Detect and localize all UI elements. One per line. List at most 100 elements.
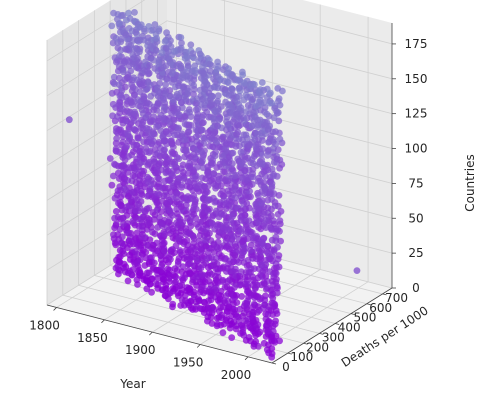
data-point [124, 177, 132, 184]
data-point [150, 56, 157, 64]
data-point [166, 176, 174, 184]
data-point [246, 141, 254, 149]
data-point [236, 84, 243, 91]
data-point [129, 217, 137, 225]
data-point [166, 92, 174, 100]
data-point [139, 110, 147, 117]
data-point [177, 203, 185, 211]
data-point [256, 89, 263, 97]
data-point [171, 279, 179, 287]
data-point [199, 157, 206, 165]
data-point [138, 130, 146, 137]
data-point [264, 166, 272, 174]
data-point [166, 87, 174, 94]
data-point [257, 225, 265, 233]
data-point [218, 314, 225, 322]
data-point [158, 236, 166, 244]
data-point [274, 146, 282, 154]
data-point [146, 100, 153, 108]
data-point [219, 329, 227, 337]
data-point [229, 177, 237, 185]
data-point [201, 86, 209, 93]
data-point [146, 219, 154, 227]
data-point [259, 160, 266, 168]
data-point [108, 22, 116, 30]
data-point [119, 68, 127, 76]
data-point [116, 92, 124, 100]
data-point [187, 164, 194, 171]
data-point [276, 135, 284, 143]
data-point [163, 200, 171, 208]
data-point [173, 167, 181, 175]
data-point [200, 203, 208, 211]
data-point [155, 60, 163, 67]
data-point [129, 240, 137, 248]
z-tick-label: 125 [405, 107, 428, 121]
data-point [258, 199, 266, 207]
y-tick-label: 200 [306, 340, 329, 354]
data-point [135, 24, 142, 31]
data-point [223, 221, 231, 229]
data-point [203, 108, 211, 116]
data-point [228, 85, 236, 92]
data-point [206, 60, 214, 68]
y-tick-label: 100 [290, 350, 313, 364]
data-point [222, 90, 230, 98]
data-point [209, 303, 216, 311]
z-tick-label: 75 [408, 176, 423, 190]
data-point [145, 260, 153, 268]
y-tick-mark [271, 362, 277, 365]
data-point [264, 327, 272, 335]
data-point [209, 213, 217, 220]
z-tick-label: 0 [412, 281, 420, 295]
y-tick-mark [319, 333, 324, 335]
data-point [243, 280, 251, 288]
data-point [262, 216, 270, 224]
data-point [180, 175, 188, 183]
data-point [244, 315, 252, 323]
data-point [210, 115, 217, 123]
data-point [229, 305, 237, 313]
data-point [146, 117, 154, 125]
data-point [187, 270, 195, 277]
data-point [261, 184, 269, 192]
data-point [235, 92, 243, 100]
x-tick-mark [101, 319, 105, 324]
data-point [169, 158, 176, 166]
x-axis-label: Year [119, 377, 145, 391]
data-point [146, 236, 154, 244]
data-point [204, 168, 212, 176]
data-point [198, 148, 205, 156]
data-point [207, 99, 215, 107]
data-point [188, 140, 196, 148]
data-point [242, 108, 250, 115]
data-point [198, 52, 205, 60]
data-point [124, 277, 132, 285]
data-point [247, 269, 254, 276]
data-point [112, 34, 120, 42]
data-point [113, 191, 121, 199]
data-point [243, 200, 251, 207]
data-point [106, 155, 114, 162]
data-point [206, 205, 213, 213]
data-point [118, 12, 125, 20]
data-point [225, 172, 233, 180]
data-point [268, 299, 276, 307]
data-point [213, 65, 221, 73]
data-point [209, 143, 217, 151]
data-point [164, 167, 172, 175]
y-tick-label: 700 [385, 291, 408, 305]
data-point [232, 310, 240, 318]
data-point [255, 174, 263, 182]
data-point [201, 236, 209, 244]
data-point [252, 144, 260, 151]
data-point [136, 204, 144, 212]
data-point [167, 43, 175, 50]
data-point [217, 304, 224, 311]
data-point [143, 225, 151, 233]
data-point [208, 135, 216, 142]
data-point [277, 208, 285, 215]
data-point [122, 186, 130, 194]
data-point [116, 20, 123, 27]
data-point [200, 70, 208, 78]
